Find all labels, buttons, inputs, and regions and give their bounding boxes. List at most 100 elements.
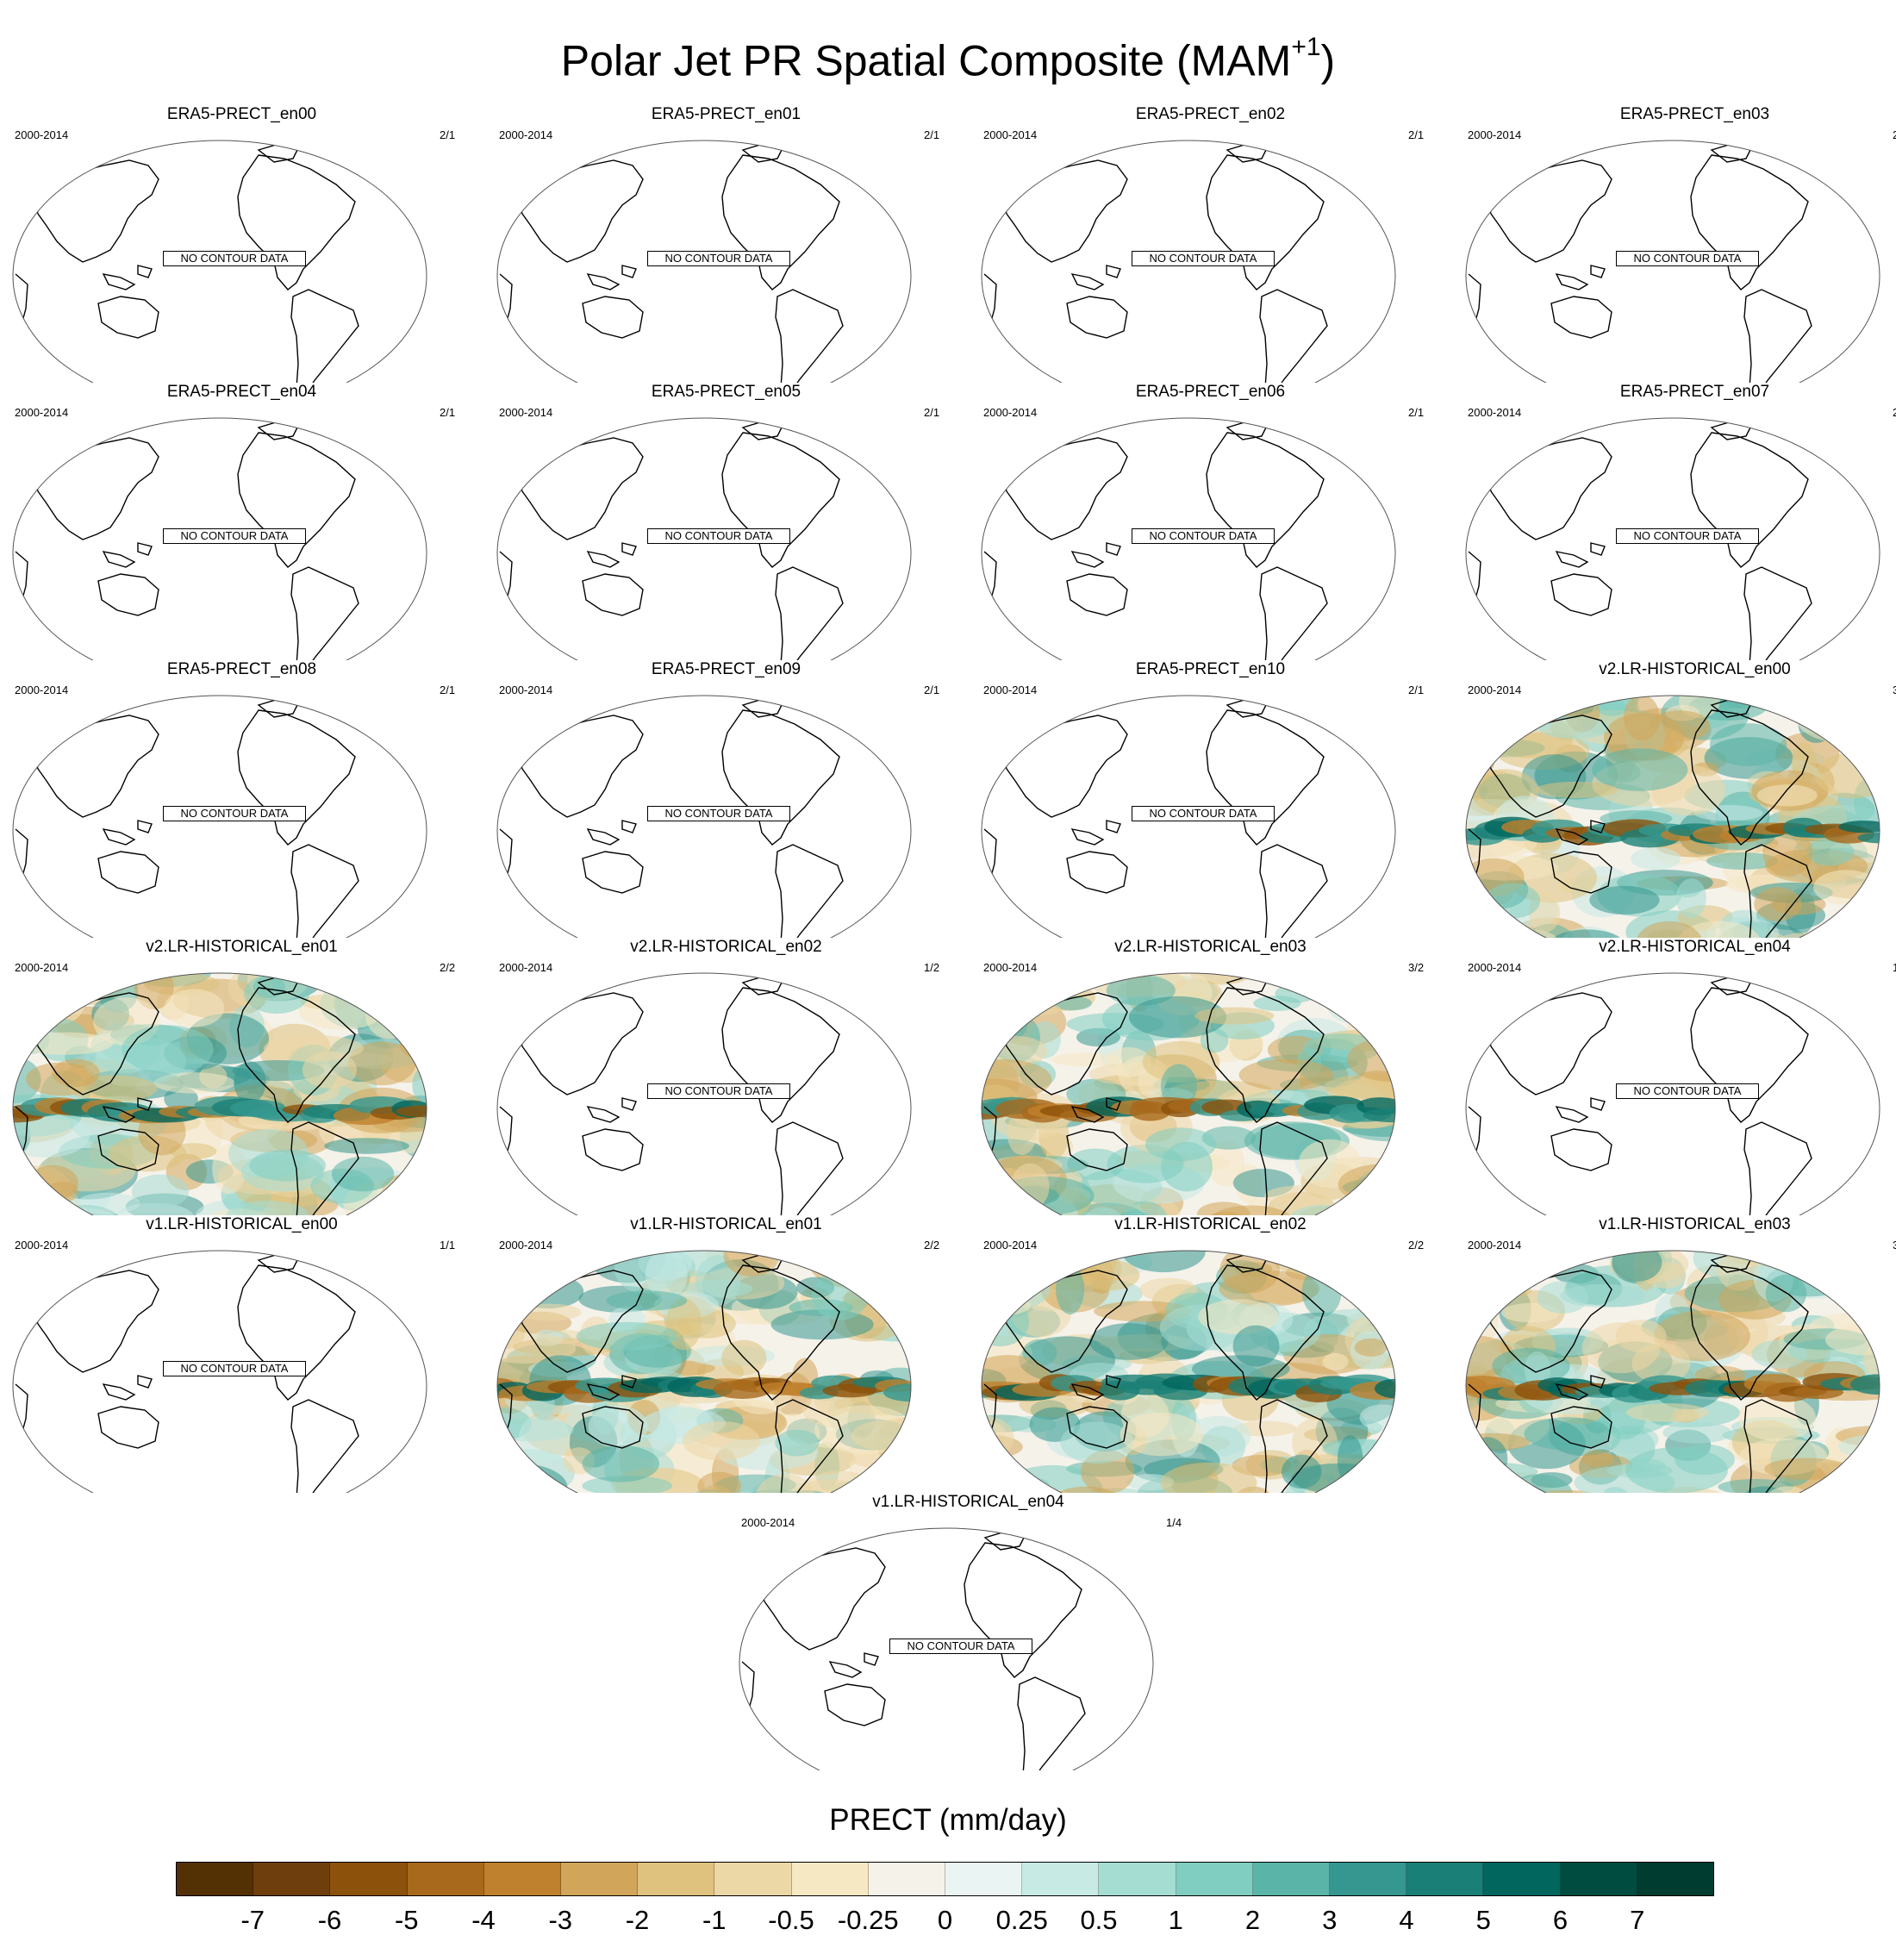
globe-map <box>1465 695 1880 938</box>
coastlines <box>1468 977 1812 1215</box>
panel-period: 2000-2014 <box>499 1239 553 1252</box>
panel-title: v2.LR-HISTORICAL_en00 <box>1599 660 1791 678</box>
globe-map <box>981 695 1396 938</box>
coastlines <box>1468 1254 1812 1493</box>
panel-title: v2.LR-HISTORICAL_en03 <box>1114 938 1307 956</box>
panel-period: 2000-2014 <box>499 961 553 974</box>
colorbar-tick-label: 5 <box>1475 1905 1491 1935</box>
panel-period: 2000-2014 <box>15 961 69 974</box>
colorbar-tick-label: -6 <box>317 1905 342 1935</box>
panel-count: 1/4 <box>1166 1516 1182 1529</box>
colorbar-tick-label: -0.25 <box>837 1905 899 1935</box>
map-border <box>981 972 1396 1215</box>
map-panel: v1.LR-HISTORICAL_en02 2000-2014 2/2 <box>969 1215 1452 1493</box>
globe-map <box>496 1250 912 1493</box>
map-panel: ERA5-PRECT_en01 2000-2014 2/1 NO CONTOUR DA… <box>484 105 968 383</box>
map-panel: ERA5-PRECT_en00 2000-2014 2/1 NO CONTOUR DA… <box>0 105 483 383</box>
panel-count: 2/2 <box>440 961 456 974</box>
globe-map <box>496 695 912 938</box>
colorbar-swatch <box>330 1863 408 1895</box>
map-border <box>1465 1250 1880 1493</box>
panel-title: ERA5-PRECT_en09 <box>651 660 801 678</box>
globe-map <box>12 1250 427 1493</box>
chart-title-suffix: ) <box>1320 36 1336 85</box>
panel-title: v2.LR-HISTORICAL_en02 <box>630 938 822 956</box>
panel-title: ERA5-PRECT_en07 <box>1619 383 1770 401</box>
panel-period: 2000-2014 <box>983 128 1038 141</box>
panel-period: 2000-2014 <box>1468 1239 1522 1252</box>
colorbar-swatch <box>561 1863 639 1895</box>
colorbar-tick-label: 2 <box>1244 1905 1261 1935</box>
panel-title: ERA5-PRECT_en04 <box>166 383 317 401</box>
panel-period: 2000-2014 <box>983 684 1038 696</box>
colorbar-tick-label: -2 <box>625 1905 650 1935</box>
coastlines <box>983 977 1328 1215</box>
map-panel: v2.LR-HISTORICAL_en03 2000-2014 3/2 <box>969 938 1452 1215</box>
globe-map <box>12 417 427 660</box>
panel-period: 2000-2014 <box>499 406 553 419</box>
panel-period: 2000-2014 <box>1468 406 1522 419</box>
panel-count: 1/2 <box>924 961 940 974</box>
map-panel: v1.LR-HISTORICAL_en04 2000-2014 1/4 NO CONT… <box>727 1493 1210 1770</box>
map-border <box>496 1250 912 1493</box>
no-contour-data-label: NO CONTOUR DATA <box>647 528 790 544</box>
map-border <box>496 695 912 938</box>
globe-map <box>12 140 427 383</box>
panel-title: ERA5-PRECT_en08 <box>166 660 317 678</box>
colorbar-tick-label: 4 <box>1399 1905 1414 1935</box>
map-panel: v1.LR-HISTORICAL_en01 2000-2014 2/2 <box>484 1215 968 1493</box>
panel-title: v1.LR-HISTORICAL_en02 <box>1114 1215 1307 1233</box>
coastlines <box>499 144 844 383</box>
panel-count: 2/1 <box>924 128 940 141</box>
colorbar-tick-label: 7 <box>1630 1905 1645 1935</box>
map-panel: v1.LR-HISTORICAL_en00 2000-2014 1/1 NO CONT… <box>0 1215 483 1493</box>
globe-map <box>739 1527 1154 1770</box>
colorbar-tick-label: 0.25 <box>995 1905 1048 1935</box>
colorbar-swatch <box>1099 1863 1176 1895</box>
panel-title: ERA5-PRECT_en03 <box>1619 105 1770 123</box>
panel-title: ERA5-PRECT_en10 <box>1135 660 1286 678</box>
panel-count: 1/1 <box>440 1239 456 1252</box>
colorbar-tick-label: 1 <box>1168 1905 1183 1935</box>
coastlines <box>499 1254 844 1493</box>
globe-map <box>12 695 427 938</box>
map-border <box>1465 417 1880 660</box>
map-border <box>1465 140 1880 383</box>
panel-period: 2000-2014 <box>1468 684 1522 696</box>
map-border <box>12 695 427 938</box>
coastlines <box>499 699 844 938</box>
map-border <box>981 140 1396 383</box>
colorbar-swatch <box>483 1863 562 1895</box>
map-border <box>496 972 912 1215</box>
coastlines <box>1468 699 1812 938</box>
colorbar-swatch <box>1330 1863 1407 1895</box>
colorbar-swatch <box>177 1863 254 1895</box>
globe-map <box>496 972 912 1215</box>
map-panel: ERA5-PRECT_en10 2000-2014 2/1 NO CONTOUR DA… <box>969 660 1452 938</box>
globe-map <box>496 417 912 660</box>
panel-count: 2/2 <box>924 1239 940 1252</box>
map-border <box>981 695 1396 938</box>
colorbar-swatch <box>1406 1863 1484 1895</box>
colorbar-tick-label: -3 <box>548 1905 573 1935</box>
map-panel: ERA5-PRECT_en03 2000-2014 2/1 NO CONTOUR DA… <box>1453 105 1896 383</box>
panel-title: v1.LR-HISTORICAL_en00 <box>146 1215 338 1233</box>
no-contour-data-label: NO CONTOUR DATA <box>163 806 306 821</box>
colorbar-swatch <box>791 1863 869 1895</box>
panel-count: 2/1 <box>924 406 940 419</box>
coastlines <box>983 1254 1328 1493</box>
panel-period: 2000-2014 <box>983 961 1038 974</box>
panel-title: v2.LR-HISTORICAL_en04 <box>1599 938 1791 956</box>
panel-count: 2/1 <box>440 406 456 419</box>
globe-map <box>981 417 1396 660</box>
coastlines <box>15 699 359 938</box>
map-border <box>981 417 1396 660</box>
coastlines <box>499 421 844 660</box>
map-panel: ERA5-PRECT_en05 2000-2014 2/1 NO CONTOUR DA… <box>484 383 968 660</box>
colorbar-swatch <box>1560 1863 1637 1895</box>
chart-title: Polar Jet PR Spatial Composite (MAM+1) <box>0 22 1896 91</box>
panel-title: v2.LR-HISTORICAL_en01 <box>146 938 338 956</box>
no-contour-data-label: NO CONTOUR DATA <box>163 251 306 266</box>
map-panel: ERA5-PRECT_en08 2000-2014 2/1 NO CONTOUR DA… <box>0 660 483 938</box>
colorbar-tick-label: 0 <box>937 1905 953 1935</box>
